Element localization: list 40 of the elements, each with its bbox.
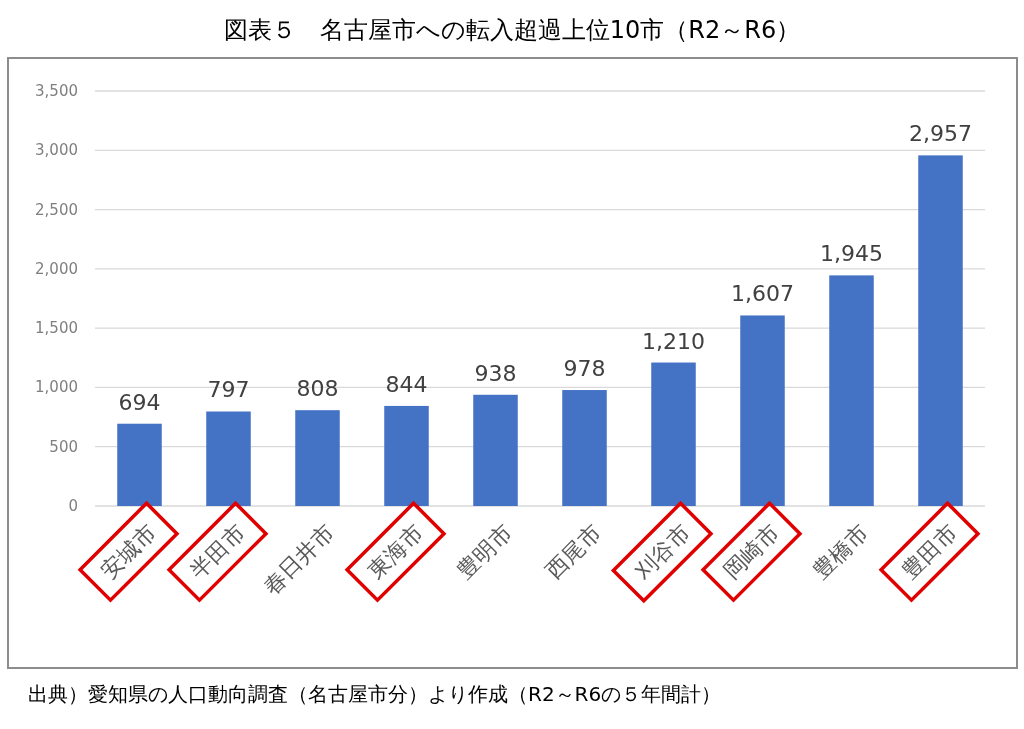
x-tick-label: 刈谷市 [629, 519, 695, 585]
data-label: 694 [118, 389, 161, 415]
y-tick-label: 3,000 [35, 141, 78, 160]
y-tick-label: 0 [68, 497, 78, 515]
data-label: 844 [385, 371, 428, 397]
bar [117, 423, 162, 506]
x-tick-label: 春日井市 [258, 519, 339, 600]
y-tick-label: 1,500 [35, 319, 78, 338]
x-tick-label: 豊田市 [897, 519, 962, 584]
x-tick-label: 安城市 [96, 519, 161, 584]
x-tick-label: 豊橋市 [808, 519, 873, 584]
data-label: 938 [474, 360, 517, 386]
x-tick-label: 東海市 [363, 519, 428, 584]
bar [562, 390, 607, 506]
bar [295, 410, 340, 506]
y-tick-label: 1,000 [35, 378, 78, 397]
bar [740, 315, 785, 506]
y-tick-label: 500 [49, 437, 78, 456]
y-tick-label: 2,000 [35, 259, 78, 278]
data-label: 2,957 [909, 121, 972, 147]
x-tick-label: 豊明市 [452, 519, 517, 584]
data-label: 1,607 [731, 281, 794, 307]
bar [651, 362, 696, 506]
source-note: 出典）愛知県の人口動向調査（名古屋市分）より作成（R2～R6の５年間計） [28, 682, 722, 706]
bar [473, 394, 518, 506]
x-tick-label: 半田市 [185, 519, 250, 584]
y-tick-label: 3,500 [35, 82, 78, 100]
x-tick-label: 西尾市 [541, 519, 606, 584]
chart-title: 図表５ 名古屋市への転入超過上位10市（R2～R6） [223, 16, 801, 44]
data-label: 797 [207, 377, 250, 403]
data-label: 1,210 [642, 328, 705, 354]
data-label: 978 [563, 356, 606, 382]
bar [206, 411, 251, 506]
bar [829, 275, 874, 506]
x-tick-label: 岡崎市 [719, 519, 784, 584]
bar [918, 155, 963, 506]
bar [384, 405, 429, 506]
data-label: 1,945 [820, 241, 883, 267]
data-label: 808 [296, 376, 339, 402]
y-tick-label: 2,500 [35, 200, 78, 219]
